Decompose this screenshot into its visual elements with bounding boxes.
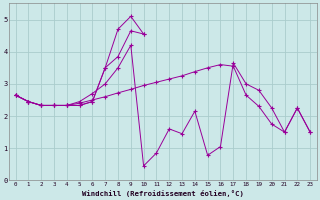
X-axis label: Windchill (Refroidissement éolien,°C): Windchill (Refroidissement éolien,°C) [82, 190, 244, 197]
